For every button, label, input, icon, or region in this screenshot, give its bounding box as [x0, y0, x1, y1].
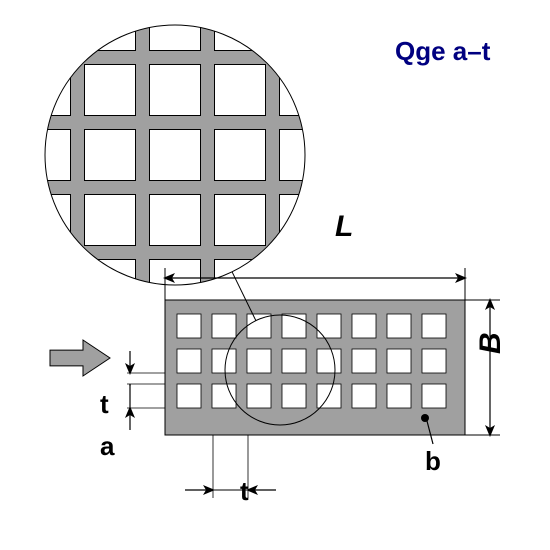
svg-text:t: t — [100, 389, 109, 419]
title-text: Qge a–t — [395, 36, 490, 67]
svg-text:t: t — [240, 476, 249, 506]
svg-text:B: B — [474, 332, 507, 354]
svg-text:b: b — [425, 446, 441, 476]
diagram-svg: LBtatb — [0, 0, 550, 550]
diagram-container: LBtatb Qge a–t — [0, 0, 550, 550]
svg-text:L: L — [335, 210, 353, 243]
svg-text:a: a — [100, 431, 115, 461]
